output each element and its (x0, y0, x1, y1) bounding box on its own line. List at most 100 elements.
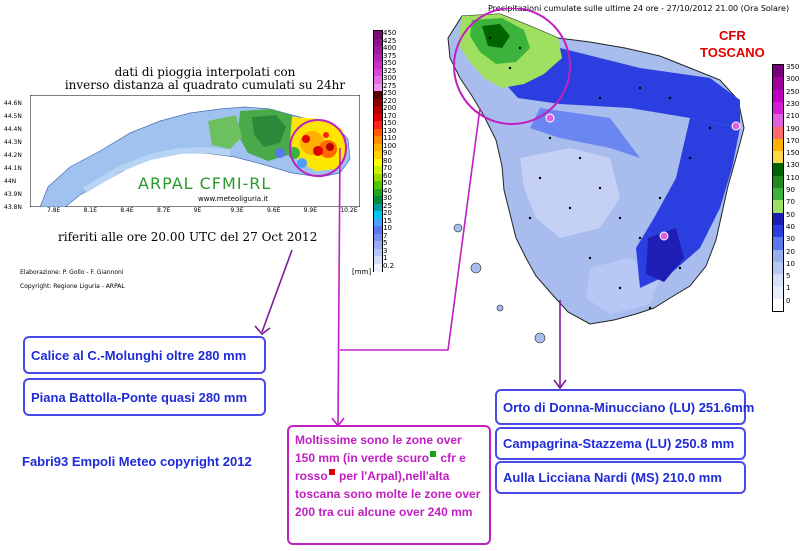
legend-swatch (374, 211, 382, 219)
legend-label: 5 (786, 272, 791, 281)
lon-tick-label: 7.8E (47, 207, 61, 214)
legend-label: 110 (786, 173, 800, 182)
legend-swatch (773, 188, 783, 201)
legend-label: 7 (383, 231, 388, 240)
legend-swatch (374, 181, 382, 189)
orto-box: Orto di Donna-Minucciano (LU) 251.6mm (495, 389, 754, 425)
legend-label: 0 (786, 296, 791, 305)
toscana-highlight-circle (453, 8, 571, 125)
legend-swatch (374, 166, 382, 174)
arpal-copyright: Copyright: Regione Liguria - ARPAL (20, 283, 125, 290)
legend-swatch (773, 77, 783, 91)
legend-swatch (374, 233, 382, 242)
legend-swatch (773, 151, 783, 164)
legend-label: 110 (383, 134, 397, 142)
legend-label: 150 (383, 119, 397, 127)
legend-swatch (374, 38, 382, 47)
legend-swatch (374, 61, 382, 69)
legend-label: 1 (383, 254, 388, 262)
legend-label: 230 (786, 99, 800, 108)
lat-tick-label: 44.6N (4, 100, 22, 107)
legend-swatch (773, 261, 783, 275)
lon-tick-label: 9E (193, 207, 202, 214)
green-marker (430, 451, 437, 457)
author-credit: Fabri93 Empoli Meteo copyright 2012 (22, 454, 252, 469)
legend-swatch (773, 101, 783, 115)
legend-swatch (773, 286, 783, 300)
legend-label: 275 (383, 81, 397, 90)
arpal-legend: 450 425 400 375 350 325 300 275 250 220 200 170 150 1… (373, 29, 407, 278)
legend-swatch (374, 136, 382, 144)
comment-text-part3: per l'Arpal),nell'alta toscana sono molt… (295, 469, 481, 519)
legend-label: 300 (786, 75, 800, 84)
lat-tick-label: 44.1N (4, 165, 22, 172)
legend-label: 250 (786, 87, 800, 96)
comment-box: Moltissime sono le zone over 150 mm (in … (287, 425, 491, 545)
legend-swatch (374, 106, 382, 114)
legend-label: 450 (383, 29, 397, 37)
legend-label: 425 (383, 36, 397, 45)
comment-text-part2: cfr e rosso (295, 451, 466, 483)
legend-label: 130 (786, 161, 800, 170)
legend-swatch (773, 89, 783, 103)
legend-swatch (374, 151, 382, 159)
legend-swatch (773, 298, 783, 312)
legend-swatch (374, 263, 382, 272)
campagrina-box: Campagrina-Stazzema (LU) 250.8 mm (495, 427, 746, 460)
legend-swatch (374, 226, 382, 234)
arpal-title: dati di pioggia interpolati con inverso … (40, 66, 370, 92)
legend-label: 50 (786, 210, 795, 219)
legend-swatch (374, 31, 382, 39)
comment-text-part1: Moltissime sono le zone over 150 mm (in … (295, 433, 462, 465)
legend-label: 200 (383, 104, 397, 112)
legend-swatch (374, 83, 382, 92)
lon-tick-label: 9.3E (230, 207, 244, 214)
arpal-subtitle: riferiti alle ore 20.00 UTC del 27 Oct 2… (58, 230, 318, 244)
arpal-watermark: ARPAL CFMI-RL (138, 174, 271, 193)
legend-label: 25 (383, 201, 392, 210)
legend-swatch (374, 173, 382, 182)
legend-label: 1 (786, 284, 791, 293)
lat-tick-label: 43.8N (4, 204, 22, 211)
legend-label: 300 (383, 74, 397, 82)
legend-label: 20 (786, 247, 795, 256)
legend-swatch (374, 203, 382, 212)
legend-label: 400 (383, 44, 397, 52)
cfr-label: CFR TOSCANO (700, 27, 765, 61)
legend-label: 350 (383, 59, 397, 67)
lon-tick-label: 8.1E (83, 207, 97, 214)
lat-tick-label: 44.4N (4, 126, 22, 133)
arpal-unit: [mm] (352, 268, 372, 276)
legend-label: 15 (383, 216, 392, 225)
legend-swatch (374, 98, 382, 107)
toscana-map (447, 8, 745, 344)
legend-swatch (374, 218, 382, 227)
legend-label: 5 (383, 239, 388, 247)
legend-label: 130 (383, 126, 397, 135)
legend-label: 170 (786, 136, 800, 145)
legend-label: 3 (383, 246, 388, 255)
legend-swatch (374, 76, 382, 84)
legend-swatch (773, 224, 783, 238)
legend-swatch (773, 138, 783, 152)
legend-swatch (374, 121, 382, 129)
arpal-lon-axis: 7.8E 8.1E 8.4E 8.7E 9E 9.3E 9.6E 9.9E 10.2E (30, 207, 360, 219)
legend-swatch (374, 53, 382, 62)
legend-label: 70 (383, 164, 392, 172)
legend-label: 50 (383, 179, 392, 187)
legend-label: 60 (383, 171, 392, 180)
arpal-lat-axis: 44.6N 44.5N 44.4N 44.3N 44.2N 44.1N 44N 43.9N 43… (0, 96, 28, 214)
lon-tick-label: 8.7E (157, 207, 171, 214)
legend-label: 210 (786, 112, 800, 121)
legend-label: 40 (383, 186, 392, 195)
legend-label: 20 (383, 209, 392, 217)
legend-label: 375 (383, 51, 397, 60)
legend-swatch (374, 128, 382, 137)
lon-tick-label: 10.2E (340, 207, 358, 214)
legend-label: 250 (383, 89, 397, 97)
lon-tick-label: 9.6E (267, 207, 281, 214)
lon-tick-label: 9.9E (303, 207, 317, 214)
arpal-elaborazione: Elaborazione: P. Gollo - F. Giannoni (20, 269, 124, 276)
legend-swatch (773, 237, 783, 250)
